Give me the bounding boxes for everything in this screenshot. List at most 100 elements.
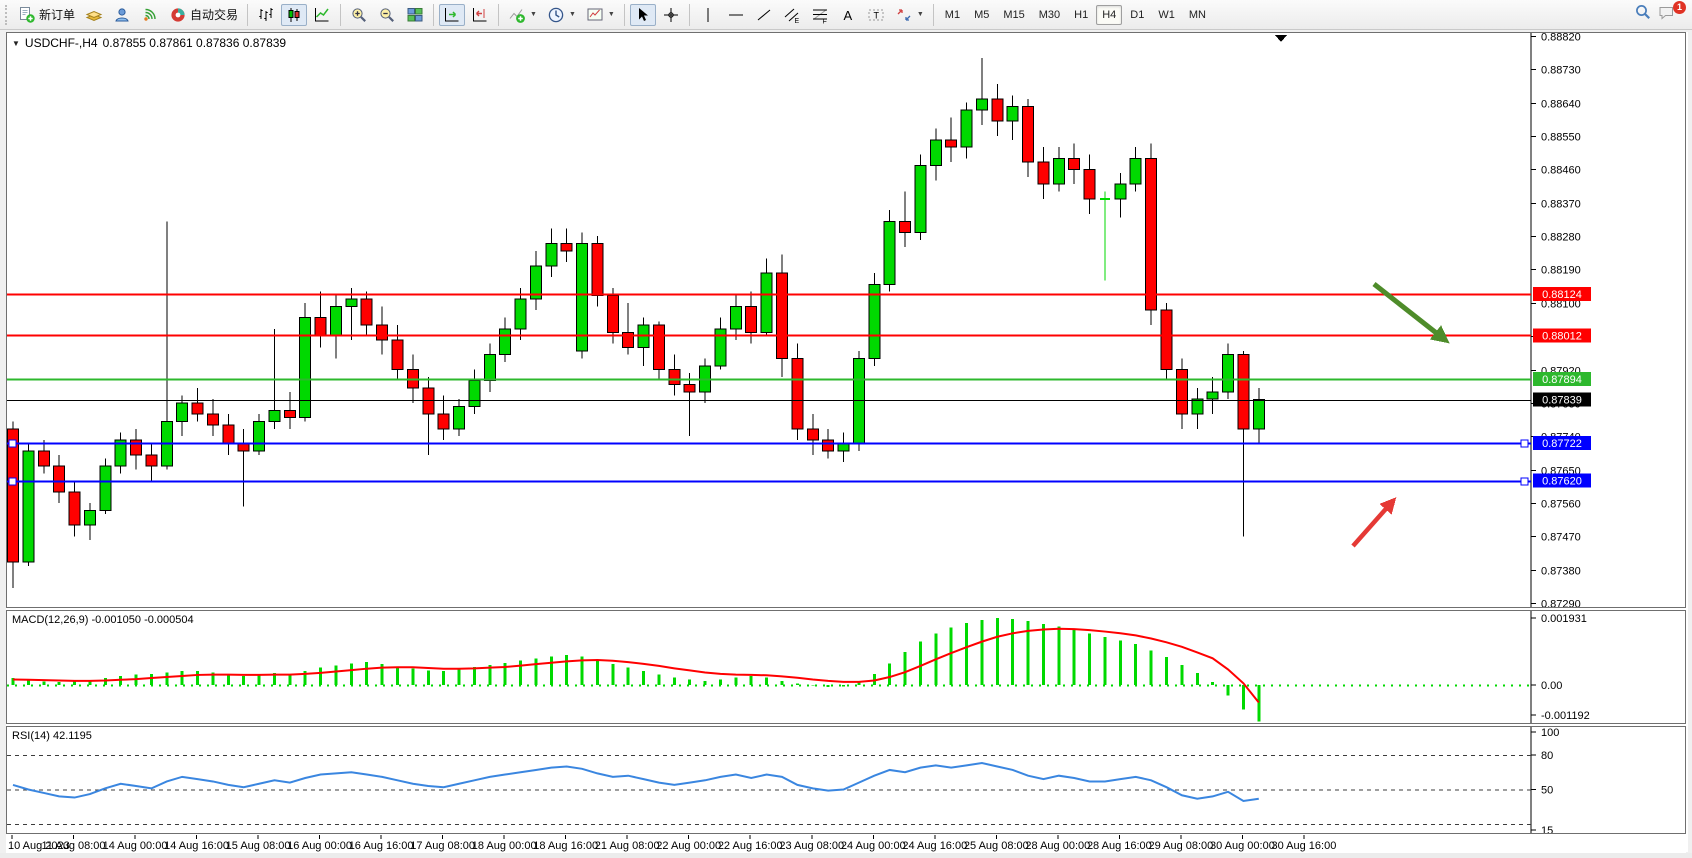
timeframe-M1[interactable]: M1 (944, 8, 961, 21)
fibonacci-icon: F (811, 6, 829, 24)
candlestick-mode-button[interactable] (281, 3, 308, 26)
svg-text:T: T (873, 10, 879, 20)
svg-text:29 Aug 08:00: 29 Aug 08:00 (1148, 840, 1213, 852)
chat-button[interactable]: 1 (1658, 0, 1686, 26)
chart-expand-toggle[interactable]: ▼ (12, 38, 20, 48)
green-down-arrow[interactable] (1372, 282, 1450, 344)
support-line-upper-handle[interactable] (8, 439, 17, 448)
time-axis[interactable]: 10 Aug 2023 11 Aug 08:00 14 Aug 00:00 14 Au… (6, 835, 1686, 853)
new-order-button[interactable]: 新订单 (14, 4, 79, 26)
text-icon: A (839, 6, 857, 24)
svg-text:0.87560: 0.87560 (1541, 499, 1581, 511)
support-line-lower-handle[interactable] (1520, 477, 1529, 486)
timeframe-M30[interactable]: M30 (1038, 8, 1061, 21)
toolbar-separator (932, 3, 934, 26)
svg-text:0.88640: 0.88640 (1541, 99, 1581, 111)
search-icon[interactable] (1634, 3, 1652, 26)
equidistant-channel-button[interactable]: E (779, 4, 805, 26)
svg-text:21 Aug 08:00: 21 Aug 08:00 (595, 840, 660, 852)
horizontal-line-button[interactable] (723, 4, 749, 26)
cursor-button[interactable] (629, 3, 656, 26)
svg-text:16 Aug 16:00: 16 Aug 16:00 (349, 840, 414, 852)
auto-scroll-button[interactable] (439, 3, 466, 26)
line-chart-mode-button[interactable] (309, 4, 335, 26)
new-order-icon (18, 6, 36, 24)
periods-dropdown-caret[interactable]: ▼ (568, 11, 576, 18)
toolbar-separator (247, 3, 249, 26)
svg-text:22 Aug 16:00: 22 Aug 16:00 (718, 840, 783, 852)
charts-stack-button[interactable] (81, 4, 107, 26)
chart-shift-marker[interactable] (1275, 35, 1287, 42)
timeframe-W1[interactable]: W1 (1158, 8, 1175, 21)
svg-text:23 Aug 08:00: 23 Aug 08:00 (779, 840, 844, 852)
indicators-button[interactable]: ▼ (504, 4, 541, 26)
vertical-line-icon (699, 6, 717, 24)
svg-text:0.88820: 0.88820 (1541, 33, 1581, 44)
periods-button[interactable]: ▼ (543, 4, 580, 26)
svg-text:25 Aug 08:00: 25 Aug 08:00 (964, 840, 1029, 852)
indicators-dropdown-caret[interactable]: ▼ (530, 11, 537, 18)
svg-text:0.88190: 0.88190 (1541, 265, 1581, 277)
timeframe-D1[interactable]: D1 (1130, 8, 1145, 21)
svg-text:15: 15 (1541, 825, 1553, 833)
toolbar: 新订单 自动交易 ▼ ▼ ▼ E F A T ▼ M1 M5 M15 M30 H1 H4 D1 W1 MN 1 (0, 0, 1692, 30)
templates-button[interactable]: ▼ (582, 4, 619, 26)
chart-title: ▼ USDCHF-,H4 0.87855 0.87861 0.87836 0.8… (12, 36, 286, 50)
zoom-in-button[interactable] (346, 4, 372, 26)
autotrading-button[interactable]: 自动交易 (165, 4, 242, 26)
timeframe-M15[interactable]: M15 (1003, 8, 1025, 21)
rsi-label: RSI(14) 42.1195 (12, 730, 92, 742)
toolbar-separator (688, 3, 690, 26)
macd-canvas[interactable]: 0.001931 0.00 -0.001192 (7, 611, 1685, 723)
templates-dropdown-caret[interactable]: ▼ (607, 11, 615, 18)
arrows-button[interactable]: ▼ (891, 4, 928, 26)
arrows-icon (895, 6, 913, 24)
svg-text:16 Aug 00:00: 16 Aug 00:00 (287, 840, 352, 852)
red-up-arrow[interactable] (1351, 497, 1397, 548)
signals-button[interactable] (137, 4, 163, 26)
trendline-button[interactable] (751, 4, 777, 26)
svg-text:0.87380: 0.87380 (1541, 566, 1581, 578)
zoom-out-button[interactable] (374, 4, 400, 26)
svg-text:18 Aug 16:00: 18 Aug 16:00 (533, 840, 598, 852)
fibonacci-button[interactable]: F (807, 4, 833, 26)
chart-shift-button[interactable] (467, 4, 493, 26)
status-bar (0, 853, 1692, 858)
timeframe-M5[interactable]: M5 (974, 8, 990, 21)
svg-text:0.87620: 0.87620 (1542, 476, 1582, 488)
new-order-label: 新订单 (39, 8, 76, 22)
rsi-panel: 100 80 50 15 RSI(14) 42.1195 (6, 726, 1686, 834)
arrows-dropdown-caret[interactable]: ▼ (916, 11, 924, 18)
svg-text:10 Aug 2023: 10 Aug 2023 (8, 840, 70, 852)
timeframe-H1[interactable]: H1 (1074, 8, 1089, 21)
toolbar-separator (340, 3, 342, 26)
text-label-button[interactable]: T (863, 4, 889, 26)
main-chart-panel: 0.88820 0.88730 0.88640 0.88550 0.88460 0.883… (6, 32, 1686, 608)
tile-windows-button[interactable] (402, 4, 428, 26)
timeframe-MN[interactable]: MN (1188, 8, 1206, 21)
vertical-line-button[interactable] (695, 4, 721, 26)
timeframe-H4[interactable]: H4 (1096, 4, 1123, 25)
svg-text:0.88460: 0.88460 (1541, 165, 1581, 177)
svg-text:15 Aug 08:00: 15 Aug 08:00 (226, 840, 291, 852)
macd-panel: 0.001931 0.00 -0.001192 MACD(12,26,9) -0.0… (6, 610, 1686, 724)
rsi-canvas[interactable]: 100 80 50 15 (7, 727, 1685, 833)
community-button[interactable] (109, 4, 135, 26)
support-line-lower-handle[interactable] (8, 477, 17, 486)
svg-text:0.87470: 0.87470 (1541, 532, 1581, 544)
text-label-icon: T (867, 6, 885, 24)
svg-text:28 Aug 00:00: 28 Aug 00:00 (1025, 840, 1090, 852)
main-chart-canvas[interactable]: 0.88820 0.88730 0.88640 0.88550 0.88460 0.883… (7, 33, 1685, 607)
svg-text:0.88280: 0.88280 (1541, 232, 1581, 244)
signals-icon (141, 6, 159, 24)
svg-text:14 Aug 16:00: 14 Aug 16:00 (164, 840, 229, 852)
svg-text:0.87290: 0.87290 (1541, 599, 1581, 608)
crosshair-button[interactable] (658, 4, 684, 26)
svg-text:28 Aug 16:00: 28 Aug 16:00 (1087, 840, 1152, 852)
text-button[interactable]: A (835, 4, 861, 26)
bar-chart-mode-button[interactable] (253, 4, 279, 26)
support-line-upper-handle[interactable] (1520, 439, 1529, 448)
toolbar-grip (5, 4, 10, 25)
line-chart-mode-icon (313, 6, 331, 24)
svg-text:0.88124: 0.88124 (1542, 289, 1582, 301)
